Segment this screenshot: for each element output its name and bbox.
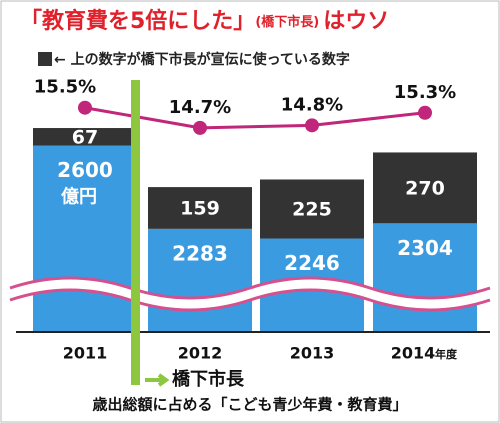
line <box>84 106 426 130</box>
marker-line <box>131 80 140 385</box>
title-end: はウソ <box>323 9 389 34</box>
chart-title: 「教育費を5倍にした」(橋下市長) はウソ <box>20 8 389 34</box>
value-label: 270 <box>405 177 445 199</box>
title-main: 「教育費を5倍にした」 <box>20 8 255 34</box>
x-unit: 年度 <box>435 347 458 361</box>
line-point <box>418 105 432 120</box>
value-label: 2304 <box>397 236 453 260</box>
value-label: 2600 <box>57 158 113 182</box>
value-label: 2283 <box>172 241 228 265</box>
break-line <box>9 288 491 312</box>
value-label: 225 <box>292 199 332 221</box>
bar <box>148 187 252 229</box>
line-point <box>305 118 319 133</box>
break-band <box>10 278 490 310</box>
title-note: (橋下市長) <box>255 14 319 30</box>
bar <box>148 228 252 332</box>
x-tick-label: 2012 <box>178 344 223 363</box>
line-point <box>78 100 92 115</box>
marker-arrow <box>145 373 170 387</box>
value-label: 15.3% <box>394 82 456 103</box>
bar <box>33 128 137 146</box>
x-tick-label: 2014 <box>391 344 436 363</box>
bar <box>260 179 364 239</box>
x-tick-label: 2013 <box>290 344 335 363</box>
value-label: 14.8% <box>281 94 343 115</box>
value-label: 67 <box>72 126 98 148</box>
value-label: 15.5% <box>34 77 96 98</box>
value-label: 159 <box>180 197 220 219</box>
value-unit: 億円 <box>61 186 97 208</box>
x-tick-label: 2011 <box>63 344 108 363</box>
value-label: 14.7% <box>169 97 231 118</box>
line-point <box>193 120 207 135</box>
value-label: 2246 <box>284 251 340 275</box>
footer: 歳出総額に占める「こども青少年費・教育費」 <box>92 396 407 414</box>
plot: 67 2600 億円 2011 159 2283 2012 225 2246 2013 270 230… <box>33 77 477 363</box>
legend-text: ← 上の数字が橋下市長が宣伝に使っている数字 <box>54 51 350 68</box>
bar <box>373 152 477 224</box>
bar <box>373 223 477 332</box>
bar <box>33 145 137 332</box>
break-line <box>9 276 491 300</box>
annotation: 橋下市長 <box>172 368 245 390</box>
legend-swatch <box>38 52 52 66</box>
axis-break <box>9 276 491 312</box>
